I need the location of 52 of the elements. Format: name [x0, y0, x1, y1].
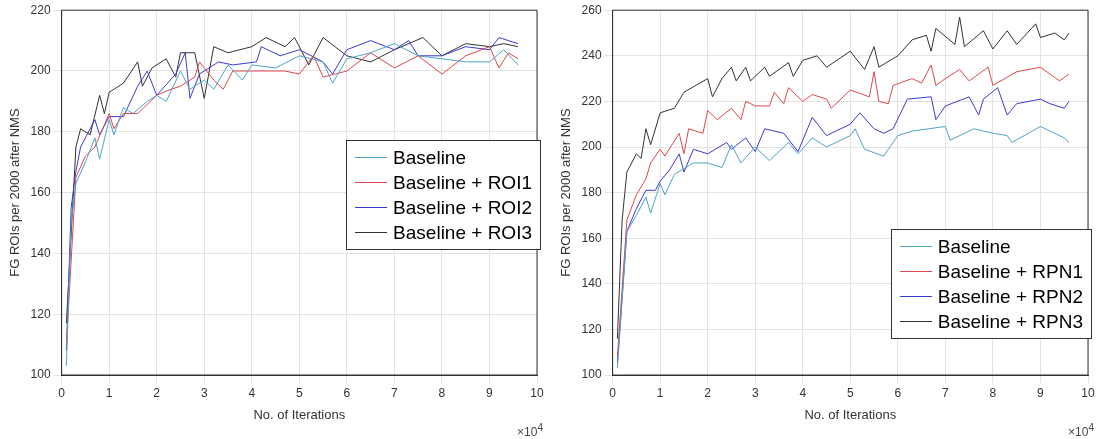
- text: ×10$^{4}$: [1068, 422, 1094, 439]
- legend-label: Baseline + ROI3: [393, 221, 532, 244]
- y-tick-label: 220: [581, 93, 602, 108]
- y-tick-label: 120: [581, 321, 602, 336]
- text: ×10$^{4}$: [517, 422, 543, 439]
- legend-label: Baseline + ROI2: [393, 196, 532, 219]
- x-tick-label: 6: [343, 385, 351, 400]
- legend-label: Baseline + RPN1: [937, 260, 1083, 283]
- x-tick-label: 8: [989, 385, 997, 400]
- y-axis-title: FG ROIs per 2000 after NMS: [558, 108, 574, 277]
- x-tick-label: 7: [942, 385, 950, 400]
- x-tick-label: 4: [248, 385, 256, 400]
- y-tick-label: 140: [581, 276, 602, 291]
- y-tick-label: 180: [581, 184, 602, 199]
- x-tick-label: 3: [751, 385, 759, 400]
- legend-label: Baseline: [937, 235, 1011, 258]
- legend-label: Baseline + RPN2: [937, 285, 1083, 308]
- y-axis-title: FG ROIs per 2000 after NMS: [7, 108, 23, 277]
- legend-label: Baseline: [393, 146, 466, 169]
- y-tick-label: 220: [30, 2, 51, 17]
- x-tick-label: 5: [295, 385, 303, 400]
- x-tick-label: 4: [799, 385, 807, 400]
- y-tick-label: 120: [30, 306, 51, 321]
- x-tick-label: 1: [105, 385, 113, 400]
- x-tick-label: 9: [1037, 385, 1045, 400]
- x-tick-label: 10: [1081, 385, 1095, 400]
- x-axis-title: No. of Iterations: [804, 406, 897, 422]
- x-tick-label: 5: [846, 385, 854, 400]
- x-tick-label: 8: [438, 385, 446, 400]
- y-tick-label: 260: [581, 2, 602, 17]
- legend-label: Baseline + ROI1: [393, 171, 532, 194]
- x-tick-label: 1: [656, 385, 664, 400]
- x-tick-label: 0: [58, 385, 66, 400]
- x-tick-label: 2: [704, 385, 712, 400]
- y-tick-label: 240: [581, 48, 602, 63]
- x-axis-title: No. of Iterations: [253, 406, 346, 422]
- x-tick-label: 9: [486, 385, 494, 400]
- x-tick-label: 3: [200, 385, 208, 400]
- y-tick-label: 100: [581, 367, 602, 382]
- y-tick-label: 160: [581, 230, 602, 245]
- legend-label: Baseline + RPN3: [937, 310, 1083, 333]
- x-tick-label: 2: [153, 385, 161, 400]
- y-tick-label: 140: [30, 245, 51, 260]
- y-tick-label: 200: [30, 63, 51, 78]
- x-tick-label: 7: [391, 385, 399, 400]
- x-tick-label: 0: [609, 385, 617, 400]
- y-tick-label: 200: [581, 139, 602, 154]
- y-tick-label: 160: [30, 184, 51, 199]
- y-tick-label: 180: [30, 124, 51, 139]
- x-tick-label: 6: [894, 385, 902, 400]
- y-tick-label: 100: [30, 367, 51, 382]
- x-tick-label: 10: [530, 385, 544, 400]
